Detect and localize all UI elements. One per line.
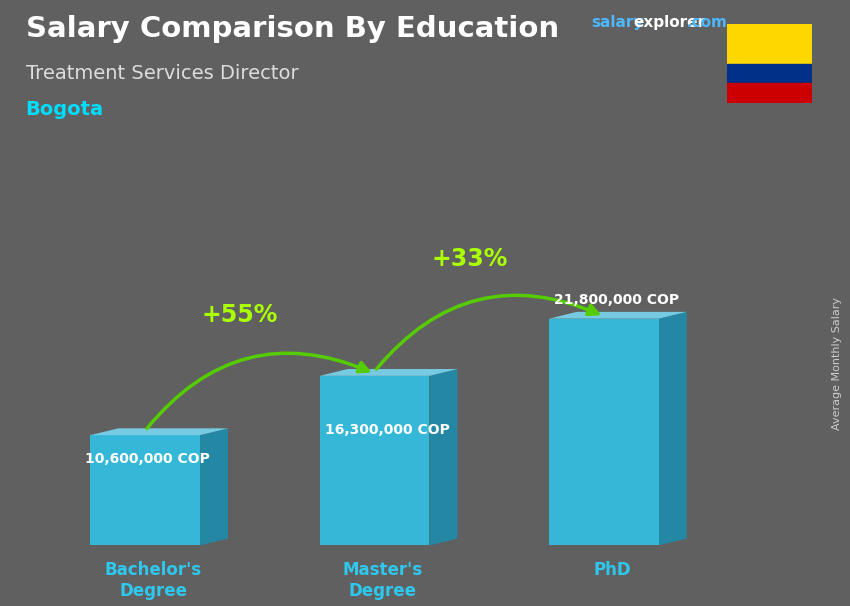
Bar: [727, 24, 812, 64]
Text: Salary Comparison By Education: Salary Comparison By Education: [26, 15, 558, 43]
Text: 16,300,000 COP: 16,300,000 COP: [325, 423, 450, 437]
Text: salary: salary: [591, 15, 643, 30]
Polygon shape: [90, 428, 228, 435]
Polygon shape: [320, 376, 429, 545]
Bar: [727, 64, 812, 84]
Text: PhD: PhD: [593, 561, 632, 579]
Text: Bachelor's
Degree: Bachelor's Degree: [105, 561, 202, 600]
Polygon shape: [200, 428, 228, 545]
Bar: [727, 84, 812, 103]
Text: +33%: +33%: [431, 247, 507, 270]
Text: Treatment Services Director: Treatment Services Director: [26, 64, 298, 82]
Polygon shape: [429, 369, 457, 545]
Polygon shape: [320, 369, 457, 376]
Polygon shape: [549, 319, 659, 545]
Text: Bogota: Bogota: [26, 100, 104, 119]
Text: +55%: +55%: [201, 303, 278, 327]
Text: 21,800,000 COP: 21,800,000 COP: [554, 293, 679, 307]
Text: 10,600,000 COP: 10,600,000 COP: [85, 453, 210, 467]
Polygon shape: [549, 312, 687, 319]
Text: Master's
Degree: Master's Degree: [343, 561, 423, 600]
Text: explorer: explorer: [633, 15, 706, 30]
Polygon shape: [90, 435, 200, 545]
Text: .com: .com: [687, 15, 728, 30]
Text: Average Monthly Salary: Average Monthly Salary: [832, 297, 842, 430]
Polygon shape: [659, 312, 687, 545]
